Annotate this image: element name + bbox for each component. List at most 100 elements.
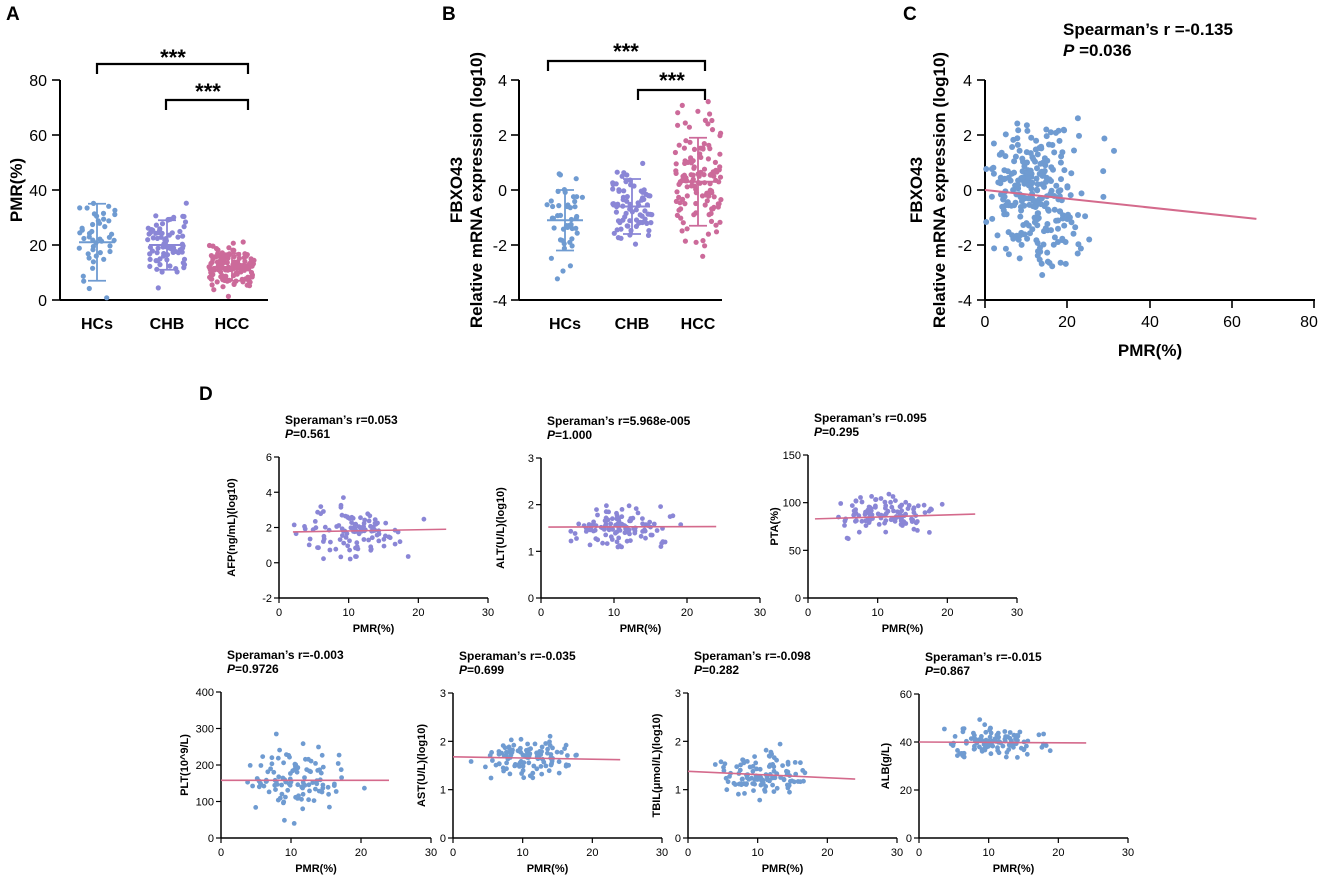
- data-point: [563, 742, 569, 748]
- data-point: [493, 762, 499, 768]
- data-point: [326, 791, 331, 797]
- d-ytick: 4: [266, 487, 272, 499]
- data-point: [873, 497, 878, 503]
- data-point: [1056, 137, 1063, 144]
- data-point: [543, 763, 549, 769]
- data-point: [770, 782, 775, 788]
- panel-c: C Spearman’s r =-0.135 P =0.036 4 2 0 -2…: [903, 4, 1318, 360]
- data-point: [928, 506, 934, 512]
- data-point: [687, 139, 693, 145]
- data-point: [856, 529, 862, 535]
- data-point: [367, 513, 373, 519]
- b-summary: [547, 136, 716, 252]
- data-point: [273, 787, 278, 792]
- d-ytick: 100: [196, 797, 214, 809]
- data-point: [763, 747, 769, 753]
- d-ytick: 0: [795, 593, 801, 605]
- data-point: [527, 752, 532, 757]
- c-ytick: -2: [958, 238, 972, 255]
- data-point: [1043, 133, 1050, 140]
- data-point: [177, 228, 183, 235]
- data-point: [754, 766, 759, 772]
- b-significance-stars: ***: [659, 68, 685, 93]
- data-point: [557, 237, 564, 243]
- data-point: [1034, 151, 1041, 158]
- data-point: [1021, 746, 1027, 752]
- d-xtick: 30: [1122, 847, 1134, 859]
- data-point: [876, 522, 882, 527]
- data-point: [700, 146, 706, 152]
- data-point: [606, 527, 612, 533]
- data-point: [1033, 186, 1040, 193]
- data-point: [368, 547, 374, 553]
- data-point: [1068, 219, 1075, 226]
- data-point: [1062, 260, 1069, 267]
- data-point: [147, 251, 153, 257]
- d-x-label: PMR(%): [527, 863, 569, 875]
- d-regression-line: [687, 770, 856, 780]
- data-point: [725, 779, 731, 785]
- data-point: [987, 742, 992, 747]
- data-point: [675, 110, 681, 116]
- d-ytick: 1: [440, 785, 446, 797]
- data-point: [338, 554, 344, 560]
- data-point: [717, 133, 723, 139]
- d-ytick: 150: [783, 450, 801, 462]
- data-point: [624, 538, 630, 544]
- data-point: [693, 186, 699, 192]
- data-point: [621, 188, 627, 194]
- data-point: [331, 783, 337, 788]
- data-point: [269, 761, 275, 767]
- data-point: [883, 511, 889, 516]
- d-xtick: 20: [1052, 847, 1064, 859]
- a-significance-stars: ***: [160, 45, 186, 70]
- data-point: [328, 539, 333, 545]
- a-significance-stars: ***: [195, 79, 221, 104]
- data-point: [276, 774, 282, 780]
- data-point: [182, 219, 189, 225]
- d-xtick: 20: [681, 607, 693, 619]
- data-point: [1002, 245, 1009, 252]
- data-point: [244, 282, 250, 288]
- data-point: [573, 176, 579, 182]
- data-point: [672, 149, 679, 156]
- data-point: [551, 225, 557, 231]
- d-ytick: 60: [900, 689, 912, 701]
- d-x-label: PMR(%): [882, 623, 924, 635]
- d-xtick: 30: [425, 847, 437, 859]
- d-ytick: 2: [440, 736, 446, 748]
- data-point: [336, 752, 342, 758]
- c-points: [983, 115, 1117, 278]
- data-point: [1100, 193, 1107, 200]
- data-point: [112, 207, 118, 213]
- data-point: [302, 526, 308, 532]
- data-point: [682, 201, 688, 207]
- data-point: [369, 535, 375, 541]
- d-xtick: 10: [752, 847, 764, 859]
- data-point: [345, 515, 351, 521]
- data-point: [1015, 182, 1022, 189]
- b-ytick: -4: [493, 293, 507, 310]
- data-point: [619, 544, 624, 550]
- data-point: [641, 196, 647, 202]
- data-point: [1032, 146, 1039, 153]
- data-point: [247, 275, 253, 281]
- data-point: [102, 224, 108, 230]
- data-point: [316, 744, 321, 750]
- data-point: [281, 760, 286, 766]
- data-point: [208, 261, 214, 267]
- data-point: [595, 537, 601, 543]
- data-point: [253, 805, 259, 810]
- data-point: [258, 780, 263, 786]
- data-point: [583, 529, 589, 534]
- data-point: [77, 230, 83, 236]
- panel-b: B 4 2 0 -2 -4 FBXO43 Relative mRNA expre…: [442, 4, 724, 333]
- data-point: [335, 761, 341, 766]
- data-point: [863, 523, 869, 528]
- data-point: [554, 276, 561, 282]
- data-point: [1070, 230, 1077, 237]
- a-xtick: HCs: [81, 316, 113, 333]
- data-point: [543, 741, 549, 746]
- data-point: [318, 504, 324, 509]
